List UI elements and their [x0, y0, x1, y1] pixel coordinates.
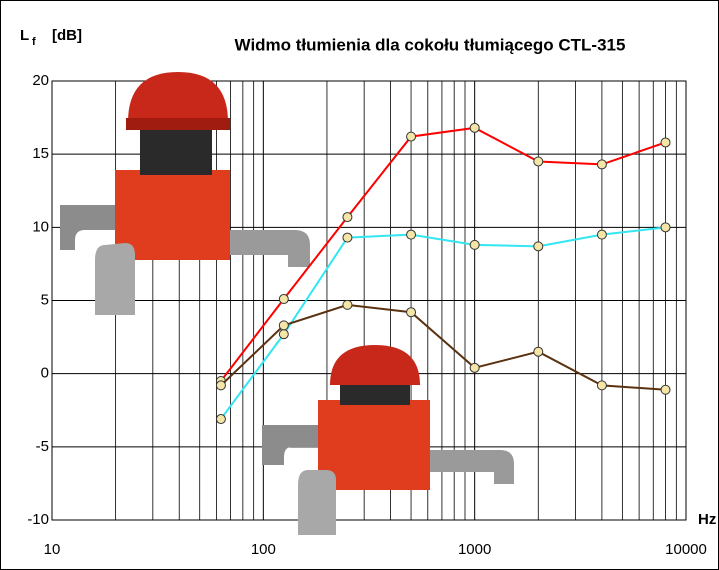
data-point: [279, 330, 288, 339]
data-point: [470, 123, 479, 132]
y-tick-label: -10: [27, 511, 49, 528]
data-point: [661, 385, 670, 394]
data-point: [470, 240, 479, 249]
chart-title: Widmo tłumienia dla cokołu tłumiącego CT…: [235, 35, 626, 54]
data-point: [279, 321, 288, 330]
data-point: [407, 308, 416, 317]
data-point: [597, 160, 606, 169]
y-unit: [dB]: [52, 27, 82, 44]
data-point: [343, 213, 352, 222]
data-point: [407, 230, 416, 239]
data-point: [407, 132, 416, 141]
data-point: [534, 157, 543, 166]
y-tick-label: 5: [41, 291, 49, 308]
data-point: [343, 233, 352, 242]
data-point: [216, 415, 225, 424]
x-tick-label: 100: [251, 541, 276, 558]
data-point: [216, 381, 225, 390]
data-point: [343, 300, 352, 309]
x-tick-label: 10000: [665, 541, 707, 558]
x-unit: Hz: [698, 511, 716, 528]
chart: 10 100 1000 10000 -10 -5 0 5 10 15 20 L f [dB] Wid…: [0, 0, 719, 570]
y-tick-label: 15: [32, 145, 49, 162]
data-point: [470, 363, 479, 372]
x-tick-label: 10: [44, 541, 61, 558]
data-point: [597, 381, 606, 390]
x-tick-label: 1000: [458, 541, 491, 558]
data-point: [534, 347, 543, 356]
y-tick-label: 0: [41, 365, 49, 382]
data-point: [661, 223, 670, 232]
y-tick-label: 10: [32, 218, 49, 235]
data-point: [597, 230, 606, 239]
y-tick-label: -5: [36, 438, 49, 455]
y-label-subscript: f: [32, 36, 36, 48]
data-point: [661, 138, 670, 147]
y-tick-label: 20: [32, 72, 49, 89]
data-point: [279, 295, 288, 304]
data-point: [534, 242, 543, 251]
y-label: L: [20, 27, 29, 44]
